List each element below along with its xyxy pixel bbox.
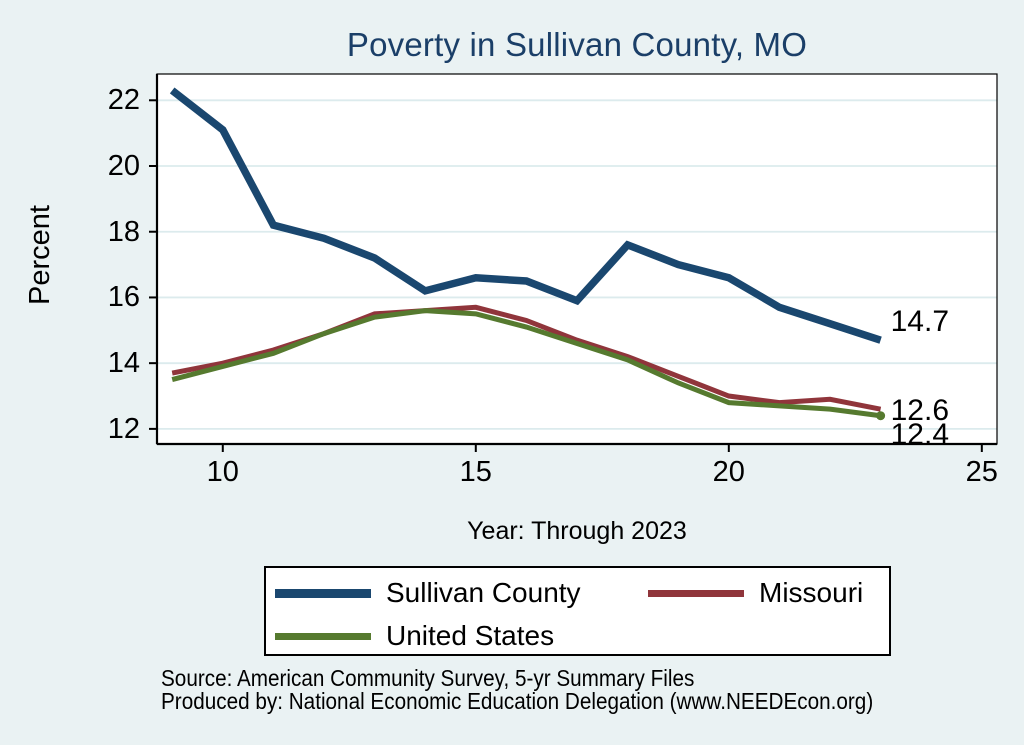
source-line: Source: American Community Survey, 5-yr … (161, 665, 695, 691)
series-end-label: 12.4 (890, 417, 949, 451)
series-end-marker (876, 411, 886, 421)
series-line-sullivan-county (169, 87, 882, 344)
missouri-line-swatch (648, 589, 744, 597)
sullivan-county-line-swatch (275, 588, 371, 598)
y-tick-label: 22 (107, 84, 140, 117)
x-tick-label: 20 (712, 456, 745, 488)
series-end-label: 12.6 (890, 394, 949, 428)
x-tick-label: 15 (459, 456, 492, 488)
produced-by-line: Produced by: National Economic Education… (161, 688, 874, 714)
legend-item-missouri: Missouri (648, 576, 863, 610)
x-tick-label: 10 (206, 456, 239, 488)
legend-label: Missouri (759, 577, 864, 608)
y-tick-label: 20 (107, 150, 140, 182)
legend: Sullivan County Missouri United States (264, 566, 891, 656)
y-tick-label: 18 (107, 215, 140, 248)
legend-item-sullivan-county: Sullivan County (275, 576, 581, 610)
y-tick-label: 12 (107, 412, 140, 445)
series-end-label: 14.7 (890, 305, 949, 339)
source-note: Source: American Community Survey, 5-yr … (161, 667, 873, 713)
united-states-line-swatch (275, 632, 371, 640)
x-axis-title: Year: Through 2023 (467, 517, 687, 545)
plot-background (157, 74, 997, 444)
legend-label: Sullivan County (386, 577, 581, 608)
series-line-united-states (171, 308, 881, 419)
chart-title: Poverty in Sullivan County, MO (346, 26, 808, 63)
legend-item-united-states: United States (275, 619, 554, 653)
legend-label: United States (386, 620, 555, 651)
y-tick-label: 14 (107, 347, 140, 380)
x-tick-label: 25 (965, 456, 998, 488)
y-tick-label: 16 (107, 281, 140, 314)
